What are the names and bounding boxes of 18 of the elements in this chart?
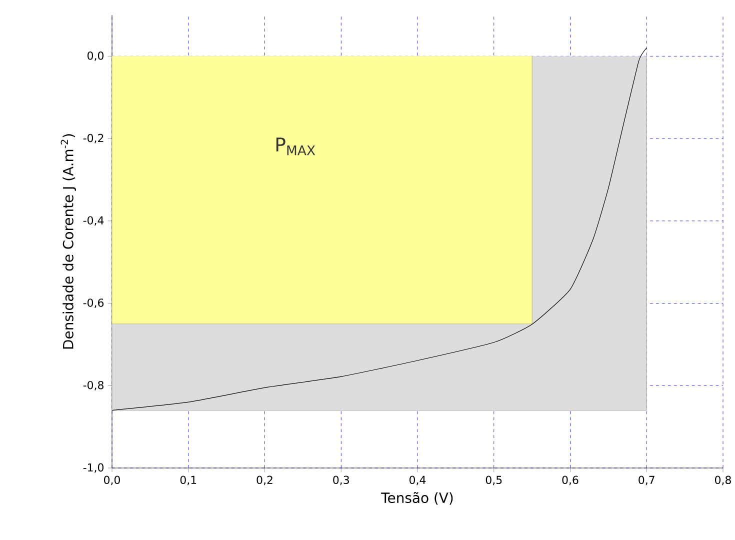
x-tick-label: 0,8 — [715, 476, 731, 486]
x-tick-label: 0,2 — [256, 476, 272, 486]
x-tick-label: 0,5 — [486, 476, 502, 486]
x-tick-label: 0,7 — [638, 476, 654, 486]
x-tick-label: 0,4 — [410, 476, 426, 486]
x-axis-title: Tensão (V) — [381, 492, 453, 505]
y-tick-label: -1,0 — [83, 463, 104, 473]
x-tick-label: 0,0 — [104, 476, 120, 486]
x-tick-label: 0,3 — [333, 476, 349, 486]
y-tick-label: -0,8 — [83, 380, 104, 390]
y-tick-label: -0,4 — [83, 216, 104, 226]
y-axis-title: Densidade de Corente J (A.m$^{-2}$) — [60, 134, 76, 349]
x-tick-label: 0,1 — [180, 476, 196, 486]
y-tick-label: 0,0 — [88, 51, 104, 61]
y-tick-label: -0,2 — [83, 134, 104, 144]
annotation: P$_{MAX}$ — [276, 138, 316, 156]
y-tick-label: -0,6 — [83, 298, 104, 308]
x-tick-label: 0,6 — [562, 476, 578, 486]
